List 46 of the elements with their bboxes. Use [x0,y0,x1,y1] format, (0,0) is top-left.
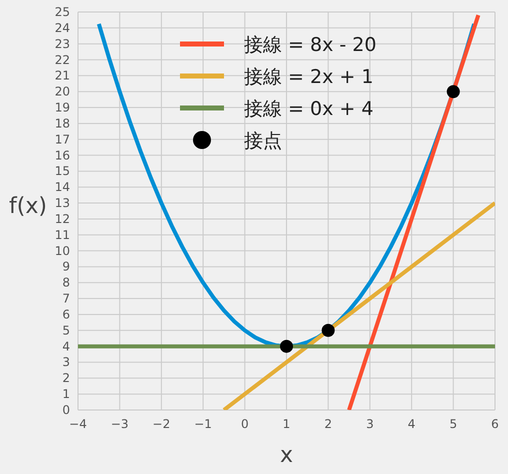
y-tick-label: 20 [54,84,70,99]
y-tick-label: 0 [62,403,70,417]
y-tick-label: 2 [62,371,70,386]
y-tick-label: 18 [54,116,70,130]
x-tick-label: 6 [491,417,499,431]
y-axis-title: f(x) [9,194,47,219]
y-tick-label: 5 [62,323,70,338]
y-tick-label: 14 [54,180,70,194]
x-tick-label: 4 [408,417,416,431]
point [280,340,293,353]
legend-label: 接線 = 2x + 1 [244,66,374,88]
y-tick-label: 10 [54,244,70,258]
x-tick-label: −4 [69,417,87,431]
y-tick-label: 11 [54,228,70,242]
x-tick-label: 0 [240,417,249,431]
y-tick-label: 6 [62,307,70,322]
y-tick-label: 16 [54,148,70,162]
y-tick-label: 7 [62,292,70,306]
x-tick-label: 2 [324,417,332,431]
x-tick-label: 3 [366,417,374,431]
point [446,85,460,98]
x-tick-label: 1 [282,417,290,431]
y-tick-label: 21 [54,68,70,83]
y-tick-label: 23 [54,36,70,51]
y-tick-label: 24 [54,20,70,35]
point [322,324,335,337]
y-tick-label: 12 [54,212,70,226]
x-axis-title: x [280,443,294,468]
y-tick-label: 9 [62,260,70,274]
y-tick-label: 4 [62,339,70,354]
legend-label: 接点 [244,130,282,152]
x-tick-label: −3 [110,417,129,431]
y-tick-label: 19 [54,100,70,115]
y-tick-label: 3 [62,355,70,370]
y-tick-label: 13 [54,196,70,210]
x-tick-label: 5 [449,417,458,431]
y-tick-label: 25 [54,5,70,19]
y-tick-label: 17 [54,132,70,146]
x-tick-label: −1 [194,417,212,431]
y-tick-label: 22 [54,52,70,67]
legend-label: 接線 = 8x - 20 [244,34,376,56]
x-tick-label: −2 [152,417,170,431]
legend-label: 接線 = 0x + 4 [244,98,374,120]
y-tick-label: 8 [62,276,70,290]
y-tick-label: 1 [62,387,70,402]
y-tick-label: 15 [54,164,70,178]
